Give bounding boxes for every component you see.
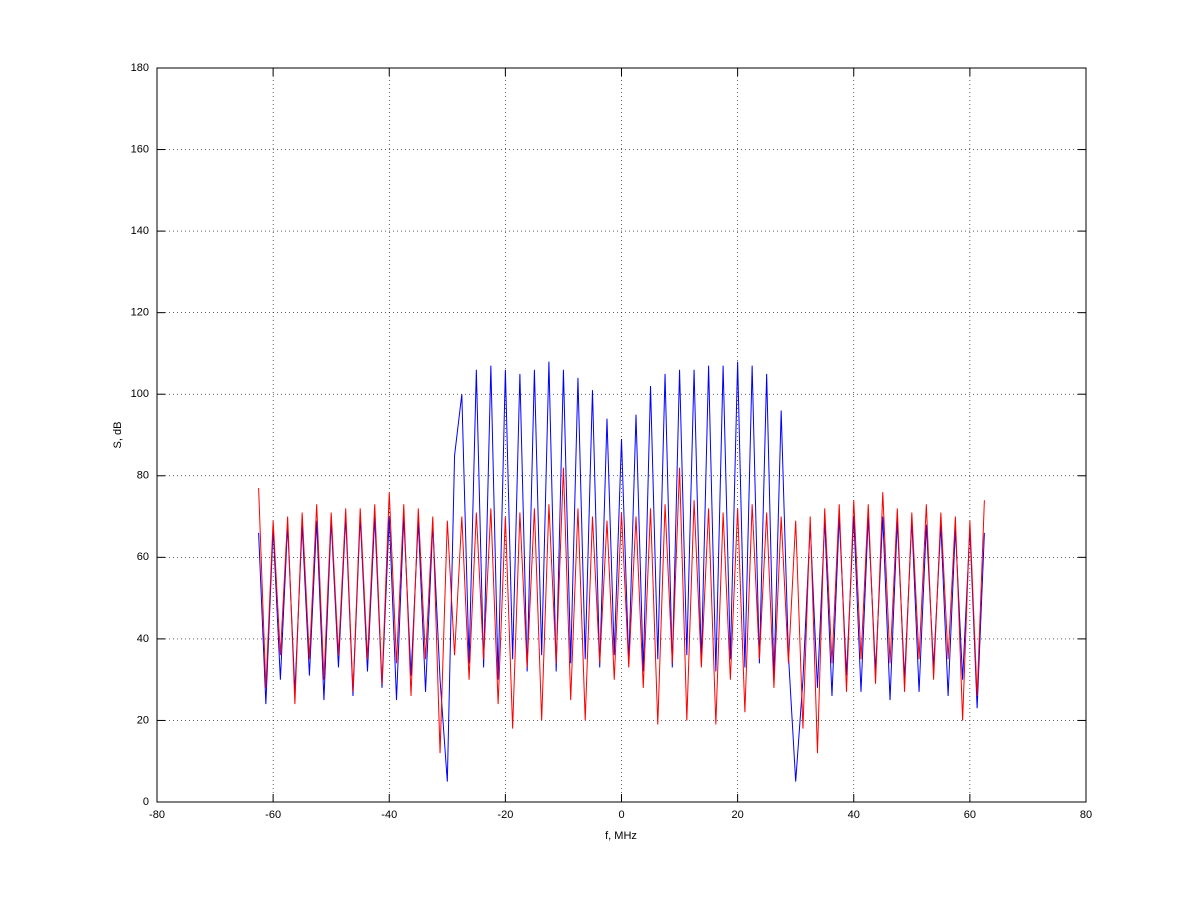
y-tick-label: 40 [137,633,149,645]
x-tick-label: -20 [497,809,513,821]
x-tick-label: 0 [618,809,624,821]
x-tick-label: 80 [1080,809,1092,821]
y-tick-label: 80 [137,470,149,482]
y-tick-label: 60 [137,551,149,563]
plot-frame [156,67,1087,803]
series-line [258,467,985,754]
y-tick-label: 0 [143,796,149,808]
y-tick-label: 160 [131,143,149,155]
x-tick-label: -40 [381,809,397,821]
x-tick-label: -60 [265,809,281,821]
y-tick-label: 20 [137,714,149,726]
y-axis-label: S, dB [112,422,124,449]
x-tick-label: -80 [149,809,165,821]
y-tick-label: 180 [131,62,149,74]
x-tick-label: 40 [848,809,860,821]
x-tick-label: 60 [964,809,976,821]
y-tick-label: 140 [131,225,149,237]
y-tick-label: 100 [131,388,149,400]
y-tick-label: 120 [131,307,149,319]
x-tick-label: 20 [732,809,744,821]
x-axis-label: f, MHz [605,830,637,842]
